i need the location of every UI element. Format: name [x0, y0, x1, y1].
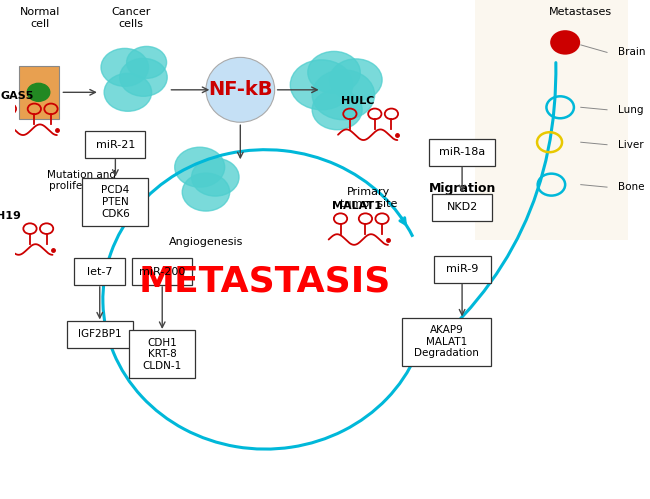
- FancyBboxPatch shape: [83, 178, 148, 226]
- Text: miR-21: miR-21: [96, 140, 135, 150]
- Text: AKAP9
MALAT1
Degradation: AKAP9 MALAT1 Degradation: [414, 325, 479, 358]
- Circle shape: [192, 158, 239, 196]
- FancyBboxPatch shape: [402, 318, 491, 366]
- Circle shape: [312, 70, 374, 120]
- Circle shape: [27, 83, 50, 101]
- Text: Cancer
cells: Cancer cells: [111, 7, 151, 29]
- Circle shape: [291, 60, 353, 110]
- Circle shape: [551, 31, 579, 53]
- Text: GAS5: GAS5: [1, 91, 34, 101]
- FancyBboxPatch shape: [85, 131, 146, 158]
- Text: Metastases: Metastases: [549, 7, 612, 17]
- FancyBboxPatch shape: [434, 256, 491, 283]
- Text: METASTASIS: METASTASIS: [139, 265, 391, 299]
- Ellipse shape: [206, 57, 275, 122]
- Circle shape: [120, 58, 167, 96]
- Text: Migration: Migration: [428, 182, 496, 195]
- Text: Lung: Lung: [618, 105, 644, 115]
- FancyBboxPatch shape: [67, 321, 133, 348]
- Text: NKD2: NKD2: [447, 202, 478, 212]
- Circle shape: [312, 90, 362, 130]
- Text: Angiogenesis: Angiogenesis: [169, 237, 243, 247]
- Circle shape: [104, 73, 151, 111]
- FancyBboxPatch shape: [132, 258, 192, 285]
- Text: Normal
cell: Normal cell: [20, 7, 60, 29]
- Text: let-7: let-7: [87, 267, 112, 277]
- Text: Bone: Bone: [618, 182, 645, 192]
- Circle shape: [101, 48, 148, 86]
- Text: miR-9: miR-9: [446, 264, 478, 274]
- FancyBboxPatch shape: [474, 0, 628, 240]
- FancyBboxPatch shape: [432, 194, 492, 221]
- Text: CDH1
KRT-8
CLDN-1: CDH1 KRT-8 CLDN-1: [142, 338, 182, 371]
- Text: H19: H19: [0, 211, 21, 221]
- FancyBboxPatch shape: [19, 66, 58, 119]
- Text: Liver: Liver: [618, 140, 644, 150]
- Circle shape: [330, 59, 382, 101]
- Text: HULC: HULC: [341, 96, 374, 106]
- Text: Primary
tumor site: Primary tumor site: [340, 187, 397, 209]
- FancyBboxPatch shape: [75, 258, 125, 285]
- Circle shape: [127, 46, 166, 78]
- FancyBboxPatch shape: [129, 330, 196, 378]
- Text: Brain: Brain: [618, 47, 645, 57]
- Text: NF-kB: NF-kB: [208, 80, 272, 99]
- Text: miR-18a: miR-18a: [439, 147, 485, 157]
- Circle shape: [175, 147, 225, 187]
- Text: IGF2BP1: IGF2BP1: [78, 329, 122, 339]
- Circle shape: [308, 51, 360, 93]
- Text: Mutation and
proliferation: Mutation and proliferation: [47, 170, 116, 191]
- Circle shape: [182, 173, 229, 211]
- Text: MALAT1: MALAT1: [332, 201, 382, 211]
- FancyBboxPatch shape: [429, 139, 495, 166]
- Text: PCD4
PTEN
CDK6: PCD4 PTEN CDK6: [101, 186, 130, 219]
- Circle shape: [559, 37, 571, 47]
- Text: miR-200: miR-200: [139, 267, 185, 277]
